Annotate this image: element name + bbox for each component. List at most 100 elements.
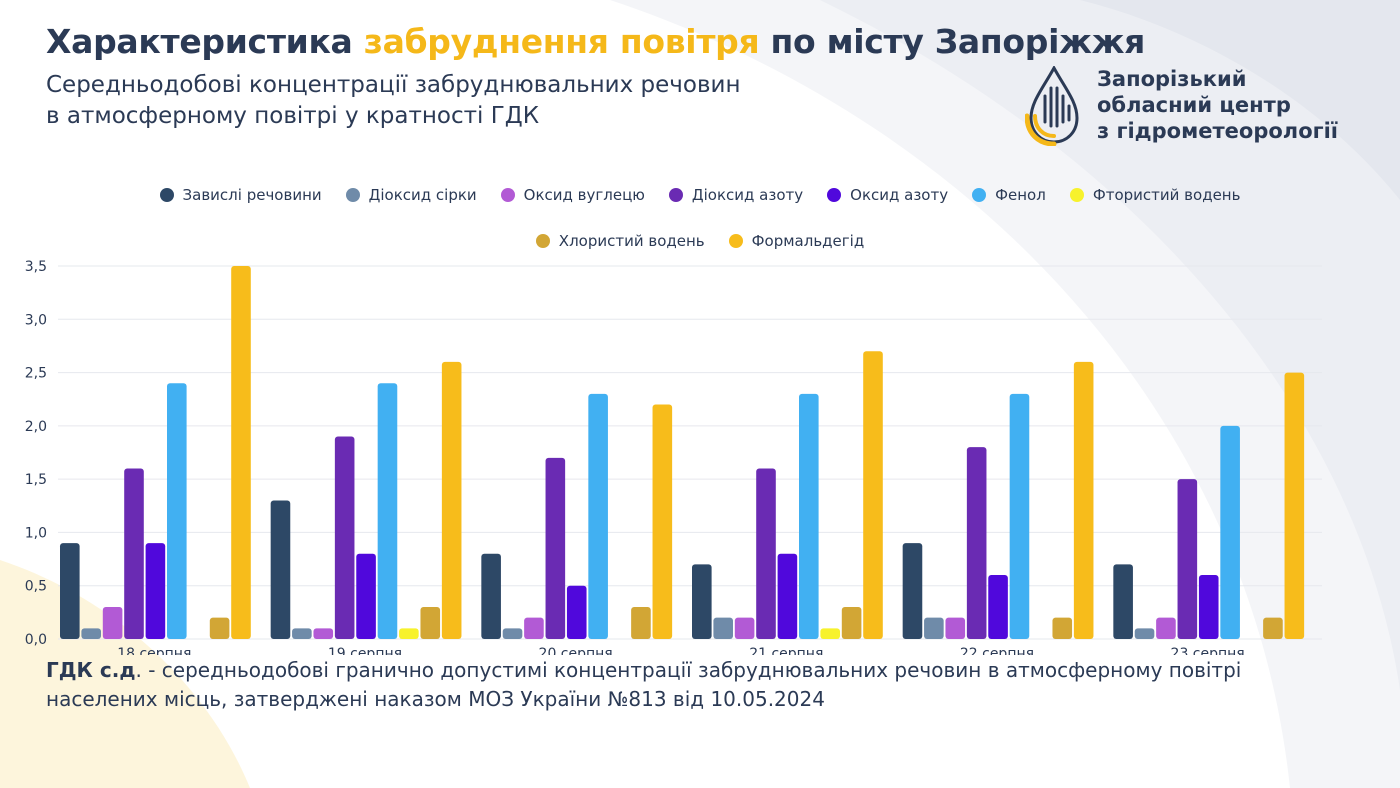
page-title: Характеристика забруднення повітря по мі… xyxy=(46,22,1146,61)
bar xyxy=(756,468,776,639)
organization-name: Запорізький обласний центр з гідрометеор… xyxy=(1097,67,1338,143)
x-tick-label: 18 серпня xyxy=(117,646,191,655)
bar xyxy=(1177,479,1198,639)
bar xyxy=(377,383,398,639)
bar xyxy=(924,617,944,639)
bar xyxy=(420,607,441,639)
bar xyxy=(1263,617,1283,639)
y-tick-label: 2,5 xyxy=(25,366,47,382)
bar xyxy=(399,628,419,639)
bar xyxy=(692,564,712,639)
x-tick-label: 23 серпня xyxy=(1171,646,1245,655)
legend-label: Формальдегід xyxy=(751,232,865,250)
legend-item: Оксид азоту xyxy=(827,186,948,204)
legend-swatch xyxy=(535,234,550,248)
legend-item: Діоксид сірки xyxy=(345,186,477,204)
bar xyxy=(1134,628,1155,639)
legend-swatch xyxy=(159,188,174,202)
bar xyxy=(81,628,101,639)
bar xyxy=(313,628,334,639)
footnote: ГДК с.д. - середньодобові гранично допус… xyxy=(46,656,1356,714)
bar xyxy=(631,607,651,639)
y-tick-label: 3,5 xyxy=(25,259,47,275)
bar xyxy=(988,575,1008,639)
legend-label: Фенол xyxy=(995,186,1046,204)
legend-label: Діоксид сірки xyxy=(368,186,477,204)
bar xyxy=(1198,575,1219,639)
legend-label: Фтористий водень xyxy=(1092,186,1241,204)
legend-item: Фтористий водень xyxy=(1069,186,1241,204)
bar xyxy=(1052,617,1073,639)
legend-label: Завислі речовини xyxy=(182,186,322,204)
bar xyxy=(545,457,566,639)
bar-chart: 0,0 0,5 1,0 1,5 2,0 2,5 3,0 3,5 18 серпня 19 серп… xyxy=(25,259,1322,655)
bar xyxy=(356,553,376,639)
legend-swatch xyxy=(500,188,515,202)
bar xyxy=(1284,372,1305,639)
x-tick-label: 22 серпня xyxy=(960,646,1034,655)
bar xyxy=(1220,425,1240,639)
x-tick-label: 20 серпня xyxy=(539,646,613,655)
bar xyxy=(1073,361,1094,639)
x-tick-label: 19 серпня xyxy=(328,646,402,655)
y-tick-label: 2,0 xyxy=(25,419,47,435)
bar xyxy=(902,543,923,639)
chart-legend: Завислі речовини Діоксид сірки Оксид вугле… xyxy=(0,186,1400,250)
bar xyxy=(60,543,80,639)
legend-item: Формальдегід xyxy=(728,232,865,250)
legend-item: Оксид вуглецю xyxy=(500,186,645,204)
bar xyxy=(481,553,501,639)
subtitle-line-1: Середньодобові концентрації забруднюваль… xyxy=(46,72,741,98)
legend-swatch xyxy=(345,188,360,202)
bar xyxy=(334,436,355,639)
legend-swatch xyxy=(728,234,743,248)
bar xyxy=(1009,393,1030,639)
page-subtitle: Середньодобові концентрації забруднюваль… xyxy=(46,70,846,132)
legend-label: Діоксид азоту xyxy=(691,186,804,204)
bar xyxy=(713,617,733,639)
bar xyxy=(1113,564,1133,639)
bar xyxy=(777,553,798,639)
legend-swatch xyxy=(668,188,683,202)
bar xyxy=(566,585,587,639)
footnote-text: . - середньодобові гранично допустимі ко… xyxy=(46,658,1242,711)
bar xyxy=(102,607,123,639)
organization-logo-block: Запорізький обласний центр з гідрометеор… xyxy=(1025,66,1338,146)
bar xyxy=(124,468,144,639)
legend-label: Оксид азоту xyxy=(850,186,949,204)
bar xyxy=(734,617,755,639)
bar xyxy=(820,628,840,639)
bar xyxy=(209,617,230,639)
bar xyxy=(652,404,673,639)
legend-swatch xyxy=(972,188,987,202)
legend-item: Фенол xyxy=(972,186,1046,204)
bar xyxy=(145,543,166,639)
y-tick-label: 1,5 xyxy=(25,472,47,488)
bar xyxy=(966,447,987,639)
legend-label: Оксид вуглецю xyxy=(523,186,645,204)
bar xyxy=(799,393,819,639)
title-accent: забруднення повітря xyxy=(363,22,760,61)
bar xyxy=(167,383,187,639)
y-tick-label: 0,0 xyxy=(25,632,47,648)
legend-swatch xyxy=(827,188,842,202)
legend-item: Завислі речовини xyxy=(159,186,322,204)
bar xyxy=(231,266,251,639)
bar xyxy=(1156,617,1176,639)
bar xyxy=(863,351,883,639)
legend-swatch xyxy=(1069,188,1084,202)
y-tick-label: 1,0 xyxy=(25,525,47,541)
bar xyxy=(588,393,608,639)
legend-item: Хлористий водень xyxy=(535,232,705,250)
bar xyxy=(524,617,544,639)
subtitle-line-2: в атмосферному повітрі у кратності ГДК xyxy=(46,103,540,129)
bar xyxy=(502,628,523,639)
legend-label: Хлористий водень xyxy=(558,232,705,250)
bar xyxy=(270,500,291,639)
bar xyxy=(945,617,966,639)
y-tick-label: 3,0 xyxy=(25,312,47,328)
x-tick-label: 21 серпня xyxy=(749,646,823,655)
drop-logo-icon xyxy=(1025,66,1079,146)
legend-item: Діоксид азоту xyxy=(668,186,804,204)
y-tick-label: 0,5 xyxy=(25,579,47,595)
